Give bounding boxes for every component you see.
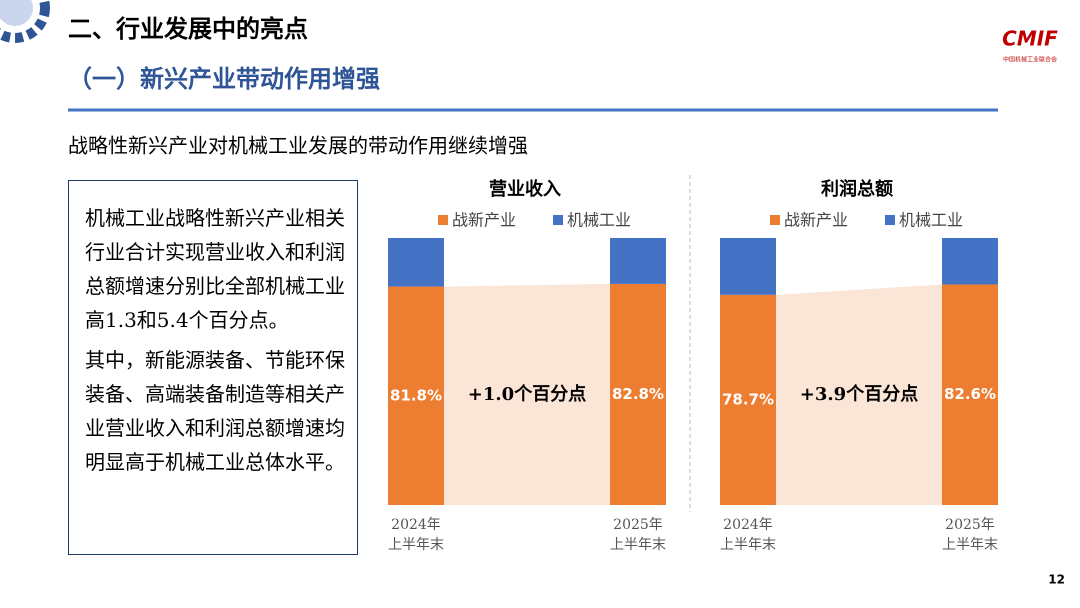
trend-area bbox=[444, 283, 610, 505]
bar-segment bbox=[610, 238, 666, 284]
bar-segment bbox=[942, 284, 998, 505]
x-tick-label: 上半年末 bbox=[388, 537, 444, 553]
value-label: 81.8% bbox=[390, 386, 442, 404]
legend-swatch bbox=[770, 215, 780, 225]
bar-segment bbox=[720, 238, 776, 295]
x-tick-label: 上半年末 bbox=[942, 537, 998, 553]
x-tick-label: 2025年 bbox=[613, 517, 663, 533]
title: 二、行业发展中的亮点 bbox=[68, 15, 308, 43]
bar-segment bbox=[388, 238, 444, 287]
legend-swatch bbox=[438, 215, 448, 225]
legend-label: 机械工业 bbox=[899, 211, 963, 230]
annotation: +3.9个百分点 bbox=[800, 383, 918, 405]
value-label: 82.8% bbox=[612, 385, 664, 403]
bar-segment bbox=[942, 238, 998, 285]
text-box: 机械工业战略性新兴产业相关行业合计实现营业收入和利润总额增速分别比全部机械工业高… bbox=[68, 180, 358, 555]
legend-swatch bbox=[885, 215, 895, 225]
gear-decoration bbox=[0, 0, 50, 43]
logo: CMIF bbox=[1002, 27, 1058, 51]
legend-label: 战新产业 bbox=[784, 211, 848, 230]
x-tick-label: 2025年 bbox=[945, 517, 995, 533]
chart-title: 利润总额 bbox=[821, 178, 893, 200]
logo-caption: 中国机械工业联合会 bbox=[1003, 56, 1057, 64]
legend-label: 战新产业 bbox=[452, 211, 516, 230]
x-tick-label: 2024年 bbox=[391, 517, 441, 533]
bar-segment bbox=[720, 294, 776, 505]
value-label: 82.6% bbox=[944, 385, 996, 403]
paragraph: 其中，新能源装备、节能环保装备、高端装备制造等相关产业营业收入和利润总额增速均明… bbox=[85, 348, 345, 474]
legend-swatch bbox=[553, 215, 563, 225]
chart-title: 营业收入 bbox=[489, 178, 561, 200]
legend-label: 机械工业 bbox=[567, 211, 631, 230]
paragraph: 机械工业战略性新兴产业相关行业合计实现营业收入和利润总额增速分别比全部机械工业高… bbox=[85, 206, 345, 332]
page-number: 12 bbox=[1048, 573, 1065, 587]
bar-segment bbox=[388, 286, 444, 505]
subtitle: （一）新兴产业带动作用增强 bbox=[68, 65, 380, 93]
value-label: 78.7% bbox=[722, 390, 774, 408]
trend-area bbox=[776, 284, 942, 505]
lead: 战略性新兴产业对机械工业发展的带动作用继续增强 bbox=[68, 134, 528, 158]
x-tick-label: 上半年末 bbox=[720, 537, 776, 553]
x-tick-label: 2024年 bbox=[723, 517, 773, 533]
bar-segment bbox=[610, 283, 666, 505]
annotation: +1.0个百分点 bbox=[468, 383, 586, 405]
x-tick-label: 上半年末 bbox=[610, 537, 666, 553]
